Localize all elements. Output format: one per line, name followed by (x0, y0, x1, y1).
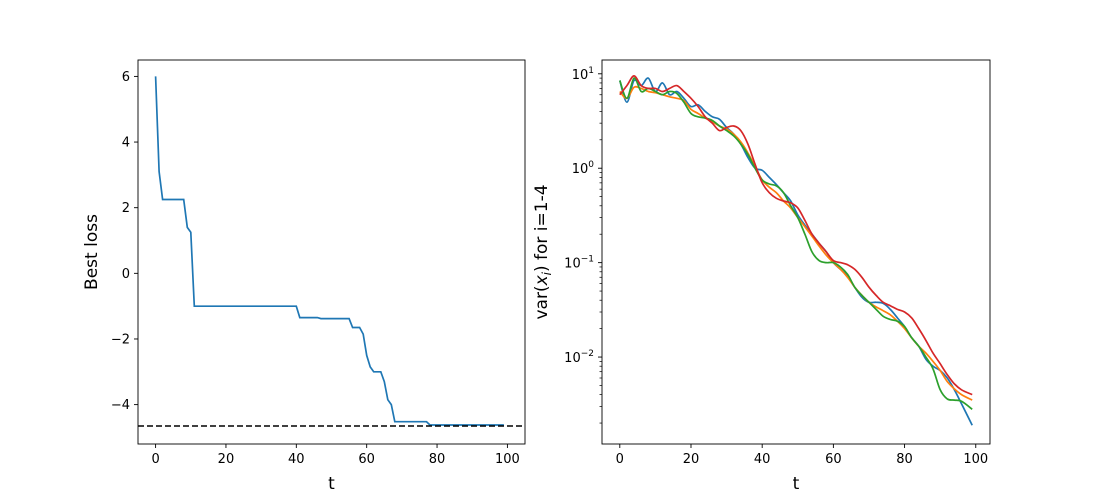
x-tick-label: 100 (963, 452, 988, 467)
y-tick-label: −2 (111, 332, 130, 347)
plot-frame (137, 59, 526, 445)
x-axis-title: t (328, 474, 335, 494)
variance-line-3 (618, 77, 973, 410)
y-tick-label: 10−1 (564, 255, 594, 272)
x-tick-label: 40 (754, 452, 771, 467)
x-tick-label: 80 (896, 452, 913, 467)
best-loss-chart: 0 20 40 60 80 100 −4 −2 0 2 4 6 t Best loss (82, 59, 526, 494)
x-tick-label: 80 (429, 452, 446, 467)
variance-line-2 (619, 85, 973, 401)
y-tick-label: 101 (572, 66, 594, 83)
x-tick-label: 20 (683, 452, 700, 467)
y-tick-label: 6 (122, 70, 130, 85)
x-axis-title: t (793, 474, 800, 494)
plot-frame (601, 59, 991, 445)
variance-line-4 (619, 75, 973, 396)
x-tick-label: 60 (825, 452, 842, 467)
x-tick-label: 0 (616, 452, 624, 467)
y-tick-label: 4 (122, 136, 130, 151)
y-tick-label: 10−2 (564, 349, 594, 366)
y-tick-label: 0 (122, 267, 130, 282)
y-tick-label: 2 (122, 201, 130, 216)
y-axis-title: Best loss (82, 214, 102, 290)
x-tick-label: 0 (151, 452, 159, 467)
variance-chart: 0 20 40 60 80 100 10−2 10−1 100 101 t var(xi) for i… (532, 59, 991, 494)
y-tick-label: −4 (111, 398, 130, 413)
x-tick-label: 20 (218, 452, 235, 467)
x-tick-label: 40 (288, 452, 305, 467)
y-axis-title: var(xi) for i=1-4 (532, 184, 554, 319)
x-tick-label: 100 (495, 452, 520, 467)
x-tick-label: 60 (358, 452, 375, 467)
y-tick-label: 100 (572, 160, 595, 177)
variance-line-1 (618, 77, 973, 426)
best-loss-line (154, 76, 504, 426)
